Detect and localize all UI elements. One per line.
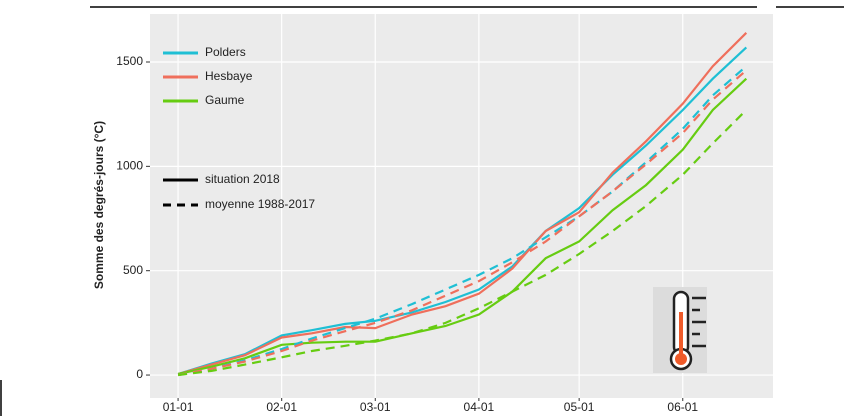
series-line — [177, 32, 748, 376]
legend: Polders Hesbaye Gaume situation 2018 moyenne… — [163, 45, 315, 211]
x-tick-label: 05-01 — [564, 400, 595, 414]
y-axis-title: Somme des degrés-jours (°C) — [92, 121, 106, 289]
legend-label: moyenne 1988-2017 — [205, 197, 315, 211]
x-tick-label: 01-01 — [163, 400, 194, 414]
series-line — [177, 109, 748, 377]
y-tick-label: 500 — [123, 263, 143, 277]
legend-label: Hesbaye — [205, 69, 253, 83]
x-tick-label: 04-01 — [464, 400, 495, 414]
lines — [177, 32, 748, 377]
legend-label: Polders — [205, 45, 246, 59]
series-line — [177, 65, 748, 377]
series-line — [177, 69, 748, 377]
x-tick-label: 06-01 — [667, 400, 698, 414]
x-tick-label: 02-01 — [266, 400, 297, 414]
series-line — [177, 77, 748, 376]
x-tick-label: 03-01 — [360, 400, 391, 414]
legend-label: Gaume — [205, 93, 245, 107]
y-tick-label: 1500 — [116, 54, 143, 68]
legend-label: situation 2018 — [205, 172, 280, 186]
y-tick-label: 1000 — [116, 159, 143, 173]
thermometer-icon — [653, 287, 707, 373]
y-tick-label: 0 — [136, 367, 143, 381]
series-line — [177, 46, 748, 376]
